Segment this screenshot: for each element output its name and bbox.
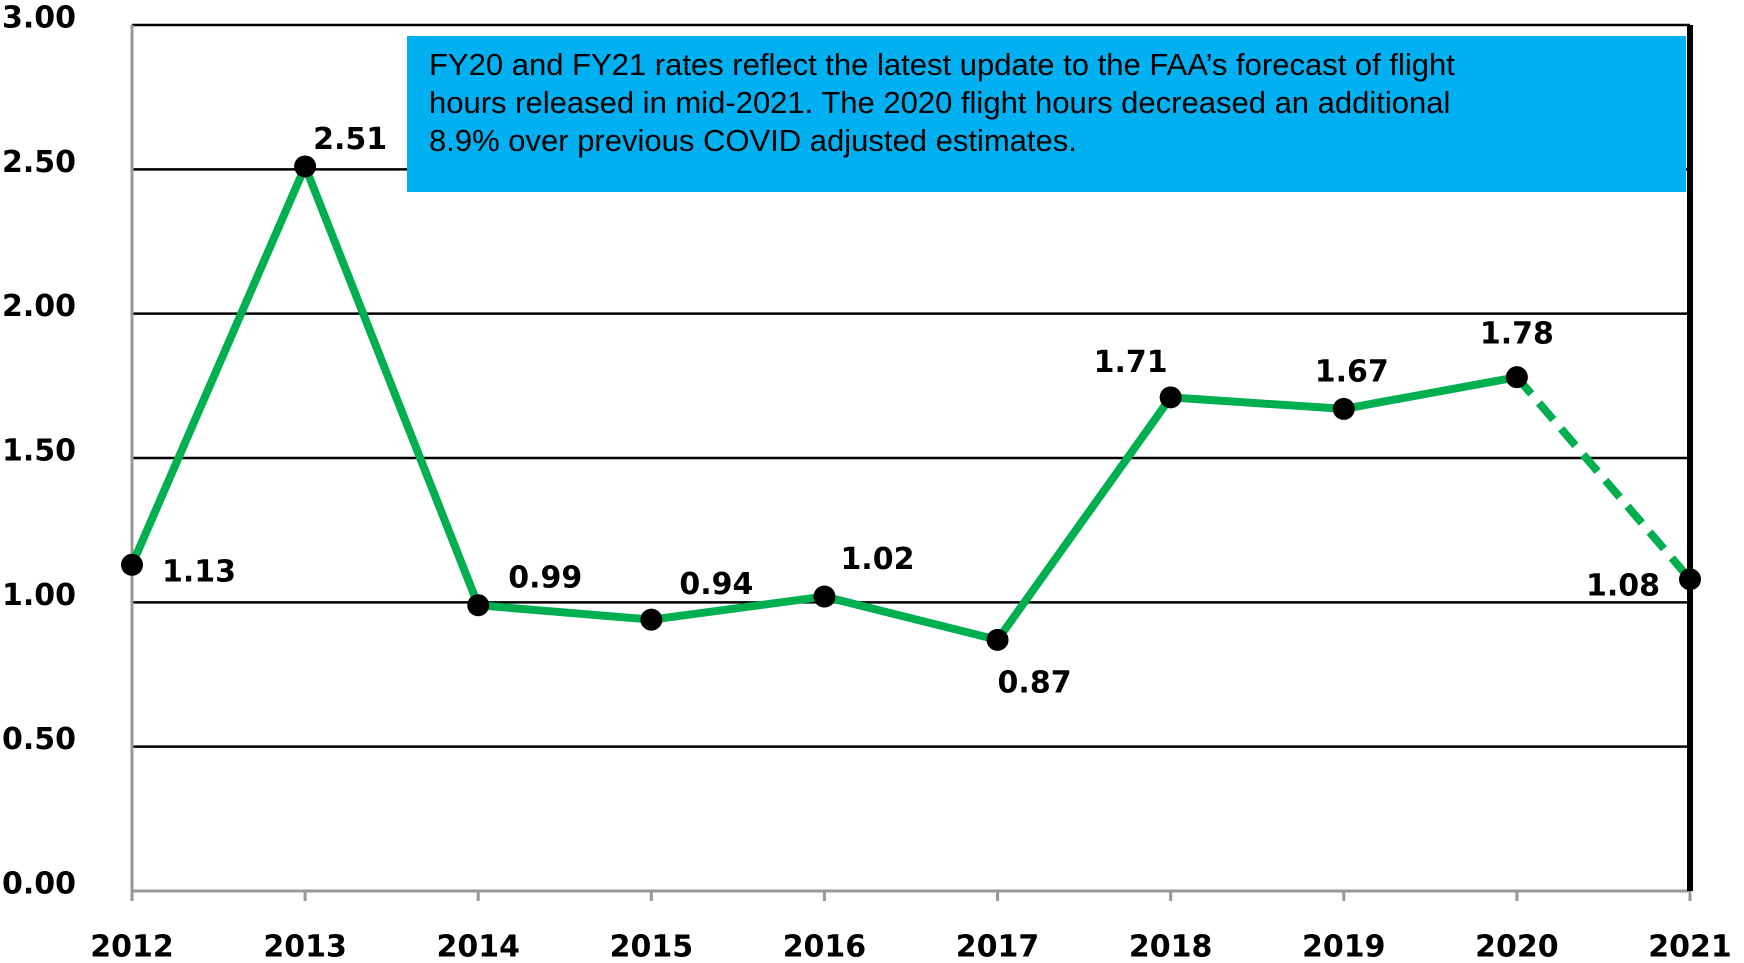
data-point bbox=[640, 608, 663, 631]
x-tick-label: 2020 bbox=[1475, 930, 1559, 963]
data-point bbox=[1505, 366, 1528, 389]
x-tick-label: 2016 bbox=[783, 930, 867, 963]
data-label: 0.87 bbox=[998, 665, 1072, 700]
y-tick-label: 2.00 bbox=[2, 289, 76, 324]
annotation-box: FY20 and FY21 rates reflect the latest u… bbox=[407, 36, 1686, 192]
x-tick-label: 2013 bbox=[263, 930, 347, 963]
x-tick-label: 2018 bbox=[1129, 930, 1213, 963]
data-label: 1.71 bbox=[1094, 345, 1168, 380]
data-label: 2.51 bbox=[313, 122, 387, 157]
data-label: 1.67 bbox=[1315, 354, 1389, 389]
data-point bbox=[1679, 568, 1701, 591]
data-point bbox=[294, 155, 317, 178]
data-label: 1.78 bbox=[1480, 317, 1554, 352]
data-point bbox=[813, 585, 836, 608]
x-tick-label: 2012 bbox=[90, 930, 174, 963]
y-tick-label: 1.50 bbox=[2, 434, 76, 469]
data-label: 1.08 bbox=[1586, 569, 1660, 604]
data-label: 0.94 bbox=[679, 567, 753, 602]
y-tick-label: 0.50 bbox=[2, 722, 76, 757]
data-point bbox=[1159, 386, 1182, 409]
data-point bbox=[467, 594, 490, 617]
data-point bbox=[986, 628, 1009, 651]
data-label: 0.99 bbox=[508, 561, 582, 596]
x-tick-label: 2021 bbox=[1648, 930, 1732, 963]
y-tick-label: 3.00 bbox=[2, 1, 76, 36]
data-point bbox=[121, 553, 143, 576]
x-tick-label: 2015 bbox=[610, 930, 694, 963]
y-tick-label: 1.00 bbox=[2, 578, 76, 613]
x-tick-label: 2019 bbox=[1302, 930, 1386, 963]
y-tick-label: 2.50 bbox=[2, 145, 76, 180]
annotation-line: FY20 and FY21 rates reflect the latest u… bbox=[429, 47, 1455, 82]
x-tick-label: 2014 bbox=[436, 930, 520, 963]
data-label: 1.02 bbox=[840, 542, 914, 577]
data-line bbox=[128, 162, 1518, 644]
x-tick-label: 2017 bbox=[956, 930, 1040, 963]
annotation-line: 8.9% over previous COVID adjusted estima… bbox=[429, 123, 1077, 158]
y-tick-label: 0.00 bbox=[2, 867, 76, 902]
data-label: 1.13 bbox=[162, 554, 236, 589]
data-point bbox=[1332, 397, 1355, 420]
dashed-line bbox=[1513, 374, 1694, 582]
annotation-line: hours released in mid-2021. The 2020 fli… bbox=[429, 85, 1451, 120]
